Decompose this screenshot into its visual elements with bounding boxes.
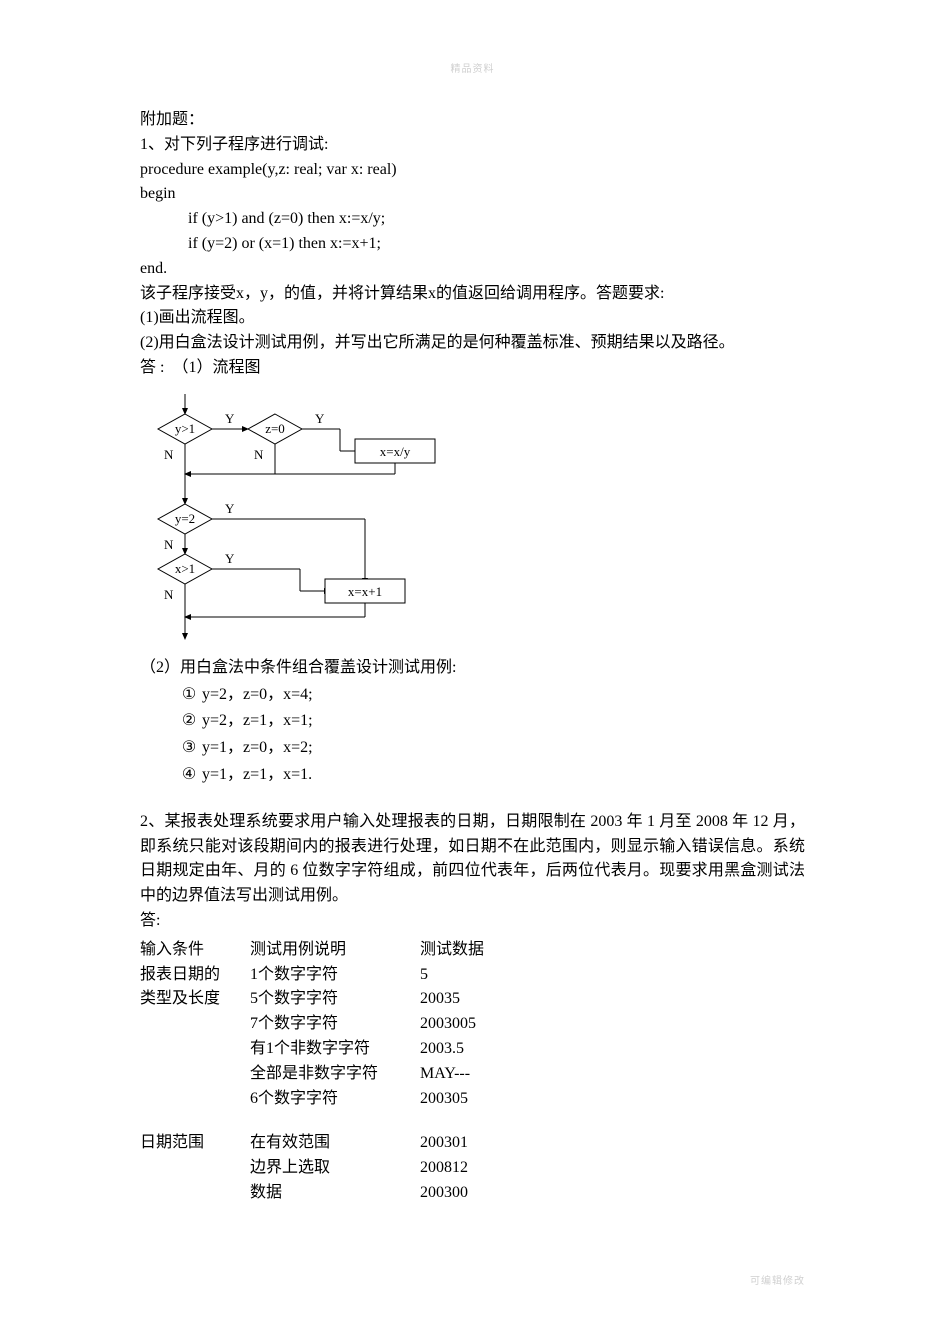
edge-n1: N <box>164 447 174 462</box>
cell-desc: 1个数字字符 <box>250 963 420 988</box>
item-num: ④ <box>180 763 198 788</box>
item-num: ③ <box>180 736 198 761</box>
cell-data: 200305 <box>420 1087 805 1112</box>
node-d3-label: y=2 <box>175 511 195 526</box>
q1-if1: if (y>1) and (z=0) then x:=x/y; <box>140 207 805 232</box>
cell-data: 2003.5 <box>420 1037 805 1062</box>
q1-answer-line: 答: （1）流程图 <box>140 356 805 381</box>
boundary-table: 输入条件 测试用例说明 测试数据 报表日期的 1个数字字符 5 类型及长度 5个… <box>140 938 805 1206</box>
cell-data: 200301 <box>420 1131 805 1156</box>
q1-line1: 1、对下列子程序进行调试: <box>140 133 805 158</box>
q1-proc: procedure example(y,z: real; var x: real… <box>140 158 805 183</box>
group-label: 类型及长度 <box>140 987 250 1012</box>
item-text: y=2，z=0，x=4; <box>202 686 313 703</box>
cell-desc: 全部是非数字字符 <box>250 1062 420 1087</box>
cell-desc: 6个数字字符 <box>250 1087 420 1112</box>
test-list: ① y=2，z=0，x=4; ② y=2，z=1，x=1; ③ y=1，z=0，… <box>140 683 805 788</box>
col-header: 输入条件 <box>140 938 250 963</box>
node-d1-label: y>1 <box>175 421 195 436</box>
flowchart: y>1 Y z=0 Y x=x/y N N <box>140 389 805 644</box>
table-row: 7个数字字符 2003005 <box>140 1012 805 1037</box>
edge-n4: N <box>164 587 174 602</box>
table-header-row: 输入条件 测试用例说明 测试数据 <box>140 938 805 963</box>
edge-n2: N <box>254 447 264 462</box>
edge-y1: Y <box>225 411 235 426</box>
header-watermark: 精品资料 <box>451 60 495 75</box>
item-text: y=1，z=0，x=2; <box>202 739 313 756</box>
cell-desc: 5个数字字符 <box>250 987 420 1012</box>
group-label: 日期范围 <box>140 1131 250 1156</box>
cell-data: 5 <box>420 963 805 988</box>
group-label: 报表日期的 <box>140 963 250 988</box>
table-row: 类型及长度 5个数字字符 20035 <box>140 987 805 1012</box>
cell-desc: 有1个非数字字符 <box>250 1037 420 1062</box>
table-row: 报表日期的 1个数字字符 5 <box>140 963 805 988</box>
footer-watermark: 可编辑修改 <box>750 1272 805 1287</box>
page: 附加题： 1、对下列子程序进行调试: procedure example(y,z… <box>0 0 945 1266</box>
cell-data: MAY--- <box>420 1062 805 1087</box>
cell-data: 20035 <box>420 987 805 1012</box>
item-num: ① <box>180 683 198 708</box>
node-b2-label: x=x+1 <box>348 584 382 599</box>
edge-n3: N <box>164 537 174 552</box>
q1-if2: if (y=2) or (x=1) then x:=x+1; <box>140 232 805 257</box>
cell-desc: 在有效范围 <box>250 1131 420 1156</box>
item-text: y=2，z=1，x=1; <box>202 712 313 729</box>
q2-para: 2、某报表处理系统要求用户输入处理报表的日期，日期限制在 2003 年 1 月至… <box>140 810 805 909</box>
table-row: 有1个非数字字符 2003.5 <box>140 1037 805 1062</box>
item-num: ② <box>180 709 198 734</box>
answer-label: 答: <box>140 359 168 376</box>
edge-y3: Y <box>225 501 235 516</box>
q1-req2: (2)用白盒法设计测试用例，并写出它所满足的是何种覆盖标准、预期结果以及路径。 <box>140 331 805 356</box>
item-text: y=1，z=1，x=1. <box>202 766 312 783</box>
q1b-intro: （2）用白盒法中条件组合覆盖设计测试用例: <box>140 656 805 681</box>
cell-desc: 数据 <box>250 1181 420 1206</box>
section-title: 附加题： <box>140 108 805 133</box>
node-d2-label: z=0 <box>265 421 285 436</box>
list-item: ① y=2，z=0，x=4; <box>180 683 805 708</box>
answer-1: （1）流程图 <box>172 359 260 376</box>
list-item: ③ y=1，z=0，x=2; <box>180 736 805 761</box>
q2-ans: 答: <box>140 909 805 934</box>
q1-req1: (1)画出流程图。 <box>140 306 805 331</box>
cell-data: 200812 <box>420 1156 805 1181</box>
table-row: 全部是非数字字符 MAY--- <box>140 1062 805 1087</box>
edge-y2: Y <box>315 411 325 426</box>
cell-data: 200300 <box>420 1181 805 1206</box>
table-row: 6个数字字符 200305 <box>140 1087 805 1112</box>
table-row: 日期范围 在有效范围 200301 <box>140 1131 805 1156</box>
table-row: 数据 200300 <box>140 1181 805 1206</box>
col-header: 测试数据 <box>420 938 805 963</box>
q1-begin: begin <box>140 182 805 207</box>
list-item: ④ y=1，z=1，x=1. <box>180 763 805 788</box>
cell-desc: 7个数字字符 <box>250 1012 420 1037</box>
node-b1-label: x=x/y <box>380 444 411 459</box>
edge-y4: Y <box>225 551 235 566</box>
table-row: 边界上选取 200812 <box>140 1156 805 1181</box>
col-header: 测试用例说明 <box>250 938 420 963</box>
q1-desc: 该子程序接受x，y，的值，并将计算结果x的值返回给调用程序。答题要求: <box>140 282 805 307</box>
node-d4-label: x>1 <box>175 561 195 576</box>
q1-end: end. <box>140 257 805 282</box>
cell-data: 2003005 <box>420 1012 805 1037</box>
list-item: ② y=2，z=1，x=1; <box>180 709 805 734</box>
cell-desc: 边界上选取 <box>250 1156 420 1181</box>
